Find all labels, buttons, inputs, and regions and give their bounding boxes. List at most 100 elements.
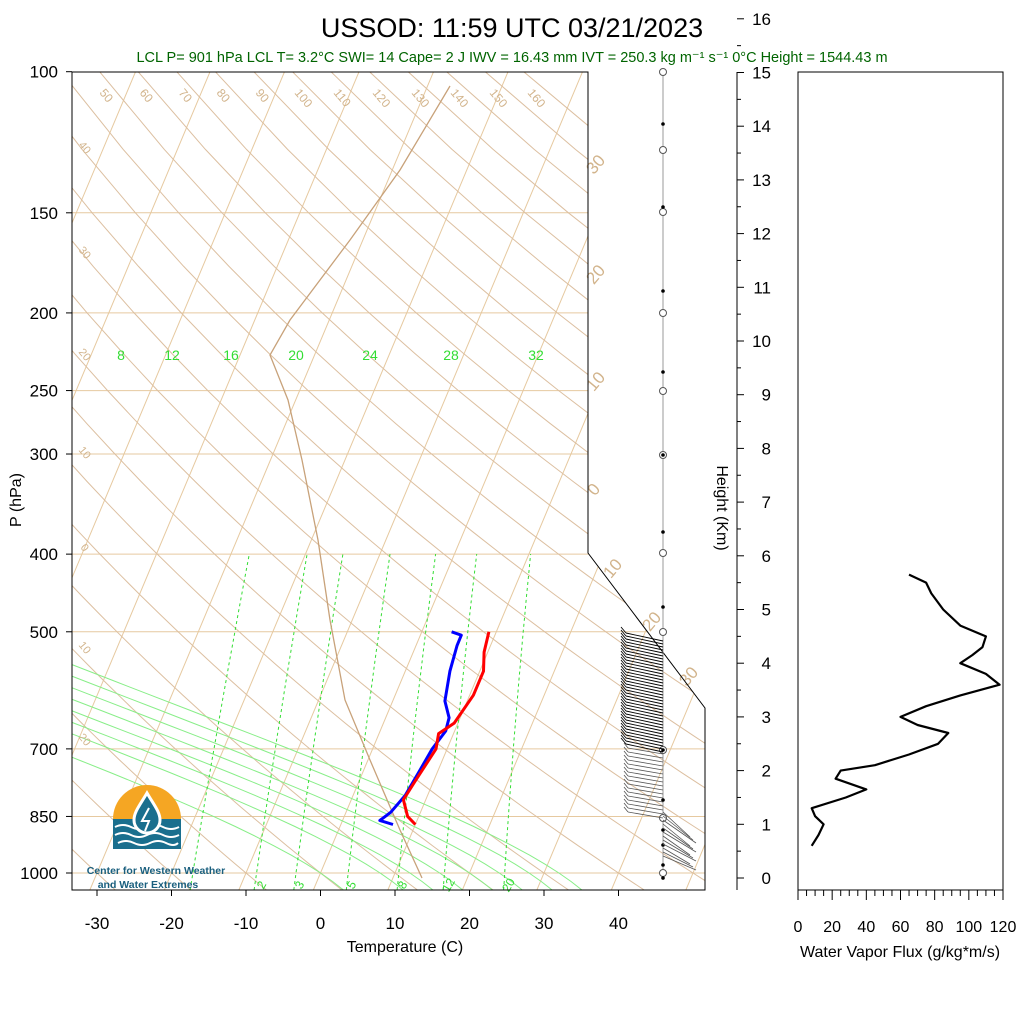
level-dot — [661, 605, 665, 609]
level-dot — [661, 530, 665, 534]
flux-tick-label: 60 — [892, 919, 910, 936]
calm-circle — [659, 628, 667, 636]
wind-barb — [662, 839, 694, 859]
height-tick-label: 7 — [762, 493, 771, 512]
wind-barb — [627, 747, 664, 755]
wind-barb — [627, 783, 664, 791]
isotherm-left-label: 20 — [76, 732, 93, 749]
wind-barb — [627, 787, 664, 795]
wind-barb — [627, 799, 664, 807]
wind-barb — [625, 686, 664, 696]
isotherm-left-label: 40 — [76, 140, 93, 157]
height-tick-label: 0 — [762, 869, 771, 888]
wind-barb — [662, 855, 697, 871]
mixing-ratio-label: 8 — [117, 347, 125, 363]
dry-adiabat-line — [484, 72, 705, 890]
dry-adiabat-line — [330, 72, 705, 890]
wind-barbs — [620, 68, 697, 880]
wind-barb — [625, 668, 664, 678]
dewpoint-line — [378, 630, 463, 826]
y-tick-label: 300 — [30, 445, 58, 464]
parcel-trace-line — [269, 85, 451, 879]
level-dot — [661, 205, 665, 209]
wind-barb-feather — [620, 725, 627, 733]
isotherm-line — [610, 72, 705, 890]
wind-barb-feather — [623, 758, 629, 765]
wind-barb — [625, 641, 664, 651]
wind-barb — [625, 692, 664, 702]
level-dot — [661, 798, 665, 802]
wind-barb-feather — [620, 665, 627, 673]
dry-adiabat-line — [99, 72, 705, 890]
wind-barb-feather — [620, 674, 627, 682]
height-tick-label: 4 — [762, 654, 771, 673]
dry-adiabat-line — [72, 72, 705, 890]
isotherm-left-label: 0 — [78, 542, 91, 554]
wind-barb-feather — [620, 689, 627, 697]
y-tick-label: 400 — [30, 545, 58, 564]
x-tick-label: -10 — [234, 914, 259, 933]
wind-barb-feather — [620, 653, 627, 661]
wind-barb — [627, 771, 664, 779]
level-dot — [661, 122, 665, 126]
chart-stats-line: LCL P= 901 hPa LCL T= 3.2°C SWI= 14 Cape… — [136, 50, 887, 66]
temperature-line — [401, 631, 491, 826]
isotherm-line — [89, 72, 442, 890]
moist-adiabat-line — [72, 312, 404, 890]
wind-barb-feather — [623, 754, 629, 761]
wind-barb-feather — [620, 722, 627, 730]
y-axis-label: P (hPa) — [8, 473, 25, 527]
wind-barb — [627, 763, 664, 771]
mixing-ratio-line — [345, 554, 391, 890]
wind-barb — [625, 743, 664, 753]
logo-text-line-1: Center for Western Weather — [87, 865, 225, 877]
mixing-ratio-label: 16 — [223, 347, 239, 363]
temperature-axis: -30 -20 -10 0 10 20 30 40 — [85, 890, 628, 933]
wind-barb — [625, 734, 664, 744]
wind-barb-feather — [623, 802, 629, 809]
wind-barb-feather — [620, 647, 627, 655]
level-dot — [661, 863, 665, 867]
isotherm-left-label: 10 — [76, 445, 93, 462]
wind-barb — [627, 775, 664, 783]
calm-circle — [659, 387, 667, 395]
theta-label: 130 — [409, 86, 433, 111]
wind-barb — [625, 698, 664, 708]
x-tick-label: 30 — [535, 914, 554, 933]
wind-barb-feather — [620, 704, 627, 712]
pressure-axis: 100 150 200 250 300 400 500 700 850 1000 — [20, 63, 72, 883]
wind-barb-feather — [620, 710, 627, 718]
wind-barb-feather — [623, 794, 629, 801]
theta-label: 150 — [487, 86, 511, 111]
wind-barb — [625, 695, 664, 705]
wind-barb — [625, 740, 664, 750]
y-tick-label: 500 — [30, 623, 58, 642]
wind-barb — [625, 680, 664, 690]
dry-adiabat-line — [72, 72, 343, 890]
moist-adiabat-line — [72, 312, 344, 890]
sounding-lines — [269, 85, 491, 879]
wind-barb-feather — [620, 713, 627, 721]
isotherm-line — [72, 72, 144, 890]
wind-barb-feather — [623, 766, 629, 773]
dry-adiabat-line — [253, 72, 705, 890]
wind-barb-feather — [620, 716, 627, 724]
mixing-ratio-line — [442, 554, 478, 890]
wind-barb — [627, 759, 664, 767]
level-dot — [661, 289, 665, 293]
logo-text-line-2: and Water Extremes — [98, 879, 199, 891]
height-tick-label: 8 — [762, 439, 771, 458]
wind-barb — [625, 701, 664, 711]
wind-barb — [662, 847, 691, 865]
wind-barb-feather — [620, 686, 627, 694]
mixing-ratio-bottom-label: 2 — [254, 878, 270, 891]
dry-adiabat-line — [214, 72, 705, 890]
wind-barb — [625, 683, 664, 693]
wind-barb — [662, 815, 694, 841]
wind-barb — [625, 719, 664, 729]
wind-barb-feather — [620, 671, 627, 679]
isotherm-line — [312, 72, 666, 890]
x-tick-label: -30 — [85, 914, 110, 933]
